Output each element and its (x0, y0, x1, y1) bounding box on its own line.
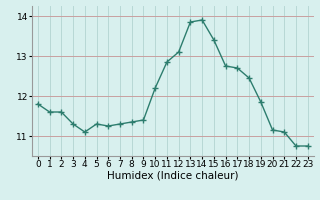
X-axis label: Humidex (Indice chaleur): Humidex (Indice chaleur) (107, 171, 238, 181)
